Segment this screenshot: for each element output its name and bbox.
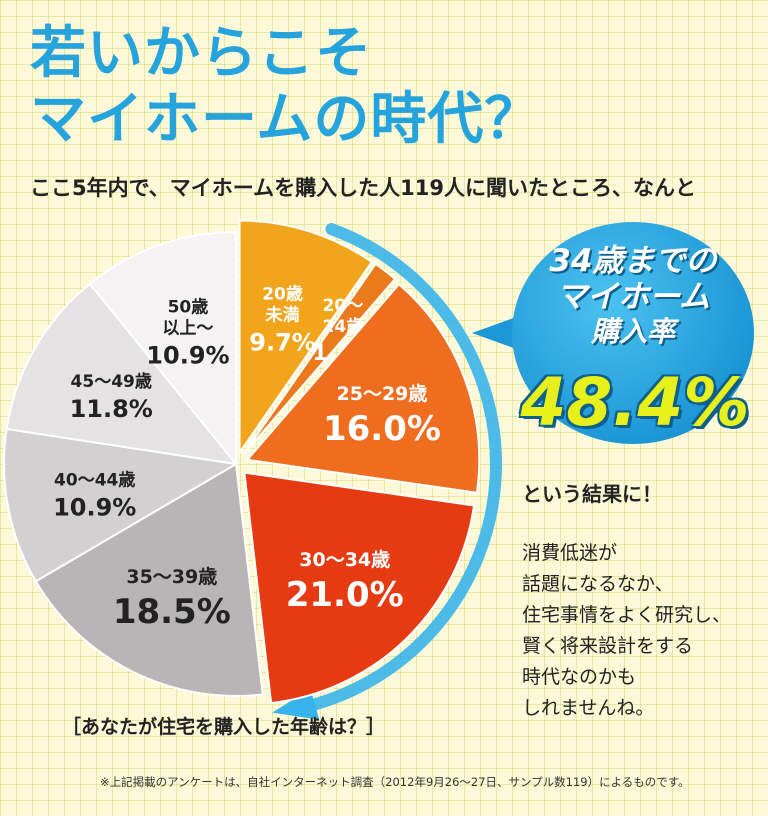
slice-value-label: 10.9% bbox=[146, 341, 229, 369]
slice-category-label: 45〜49歳 bbox=[71, 371, 152, 392]
slice-value-label: 9.7% bbox=[249, 328, 316, 356]
slice-value-label: 16.0% bbox=[323, 409, 441, 449]
slice-category-label: 40〜44歳 bbox=[54, 470, 135, 491]
comment-line: 時代なのかも bbox=[522, 666, 637, 688]
comment-line: 賢く将来設計をする bbox=[522, 635, 694, 657]
slice-category-label: 24歳 bbox=[323, 316, 364, 337]
pie-slice bbox=[242, 262, 397, 456]
pie-slice bbox=[88, 230, 237, 467]
comment-block: 消費低迷が 話題になるなか、 住宅事情をよく研究し、 賢く将来設計をする 時代な… bbox=[522, 538, 762, 724]
slice-category-label: 20〜 bbox=[323, 296, 364, 316]
slice-category-label: 20歳 bbox=[262, 283, 303, 304]
result-text: という結果に！ bbox=[522, 482, 662, 506]
slice-value-label: 11.8% bbox=[70, 395, 153, 423]
chart-question: ［あなたが住宅を購入した年齢は？］ bbox=[62, 716, 386, 738]
comment-line: 消費低迷が bbox=[522, 542, 618, 564]
pie-slice bbox=[34, 462, 264, 697]
slice-value-label: 18.5% bbox=[113, 592, 231, 632]
subtitle: ここ5年内で、マイホームを購入した人119人に聞いたところ、なんと bbox=[30, 176, 696, 200]
footnote: ※上記掲載のアンケートは、自社インターネット調査（2012年9月26〜27日、サ… bbox=[100, 775, 690, 789]
highlight-arc bbox=[291, 223, 502, 715]
slice-value-label: 10.9% bbox=[53, 494, 136, 522]
pie-slice bbox=[3, 427, 239, 583]
comment-line: しれませんね。 bbox=[522, 697, 655, 719]
slice-category-label: 以上〜 bbox=[162, 318, 213, 338]
comment-line: 住宅事情をよく研究し、 bbox=[522, 604, 732, 626]
slice-category-label: 50歳 bbox=[168, 296, 209, 317]
callout-line-3: 購入率 bbox=[590, 315, 675, 348]
callout-line-2: マイホーム bbox=[555, 279, 711, 315]
slice-category-label: 35〜39歳 bbox=[126, 566, 217, 588]
pie-slice bbox=[5, 282, 239, 466]
headline-line-2: マイホームの時代？ bbox=[30, 87, 542, 152]
callout-bubble: 34歳までの マイホーム 購入率 bbox=[512, 222, 754, 444]
headline-line-1: 若いからこそ bbox=[30, 21, 372, 86]
pie-slice bbox=[238, 219, 374, 456]
slice-category-label: 未満 bbox=[265, 304, 300, 325]
comment-line: 話題になるなか、 bbox=[522, 573, 674, 595]
slice-value-label: 21.0% bbox=[286, 575, 404, 615]
callout-value: 48.4% bbox=[520, 364, 750, 441]
pie-slice bbox=[245, 282, 481, 494]
callout-line-1: 34歳までの bbox=[549, 243, 717, 279]
slice-category-label: 25〜29歳 bbox=[337, 383, 428, 405]
slice-category-label: 30〜34歳 bbox=[299, 549, 390, 571]
pie-slice bbox=[243, 471, 476, 705]
